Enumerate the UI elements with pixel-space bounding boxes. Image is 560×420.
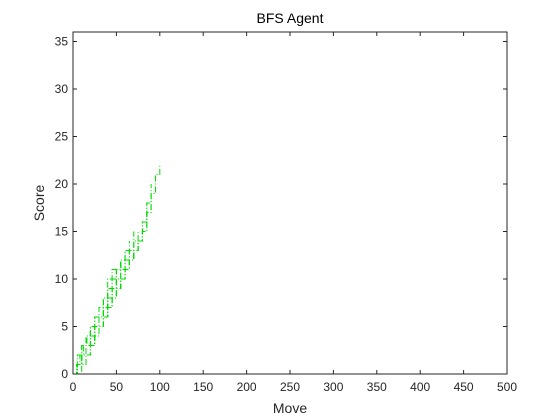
x-axis: 0 50 100 150 200 250 300 350 400 450 500 bbox=[70, 32, 517, 394]
y-tick-label: 15 bbox=[55, 225, 69, 239]
x-tick-label: 100 bbox=[150, 380, 170, 394]
y-tick-label: 20 bbox=[55, 177, 69, 191]
x-tick-label: 500 bbox=[497, 380, 517, 394]
y-tick-label: 35 bbox=[55, 35, 69, 49]
y-axis: 0 5 10 15 20 25 30 35 bbox=[55, 35, 507, 381]
y-tick-label: 25 bbox=[55, 130, 69, 144]
y-axis-title: Score bbox=[31, 185, 47, 222]
x-tick-label: 0 bbox=[70, 380, 77, 394]
x-tick-label: 350 bbox=[367, 380, 387, 394]
chart-title: BFS Agent bbox=[257, 10, 324, 26]
x-tick-label: 250 bbox=[280, 380, 300, 394]
series-layer bbox=[73, 165, 161, 375]
y-tick-label: 5 bbox=[61, 320, 68, 334]
y-tick-label: 30 bbox=[55, 82, 69, 96]
x-tick-label: 150 bbox=[193, 380, 213, 394]
x-axis-title: Move bbox=[273, 400, 307, 416]
y-tick-label: 10 bbox=[55, 272, 69, 286]
x-tick-label: 300 bbox=[323, 380, 343, 394]
x-tick-label: 50 bbox=[110, 380, 124, 394]
x-tick-label: 400 bbox=[410, 380, 430, 394]
x-tick-label: 450 bbox=[454, 380, 474, 394]
series-line bbox=[73, 288, 113, 375]
series-line bbox=[73, 231, 143, 375]
x-tick-label: 200 bbox=[237, 380, 257, 394]
y-tick-label: 0 bbox=[61, 367, 68, 381]
